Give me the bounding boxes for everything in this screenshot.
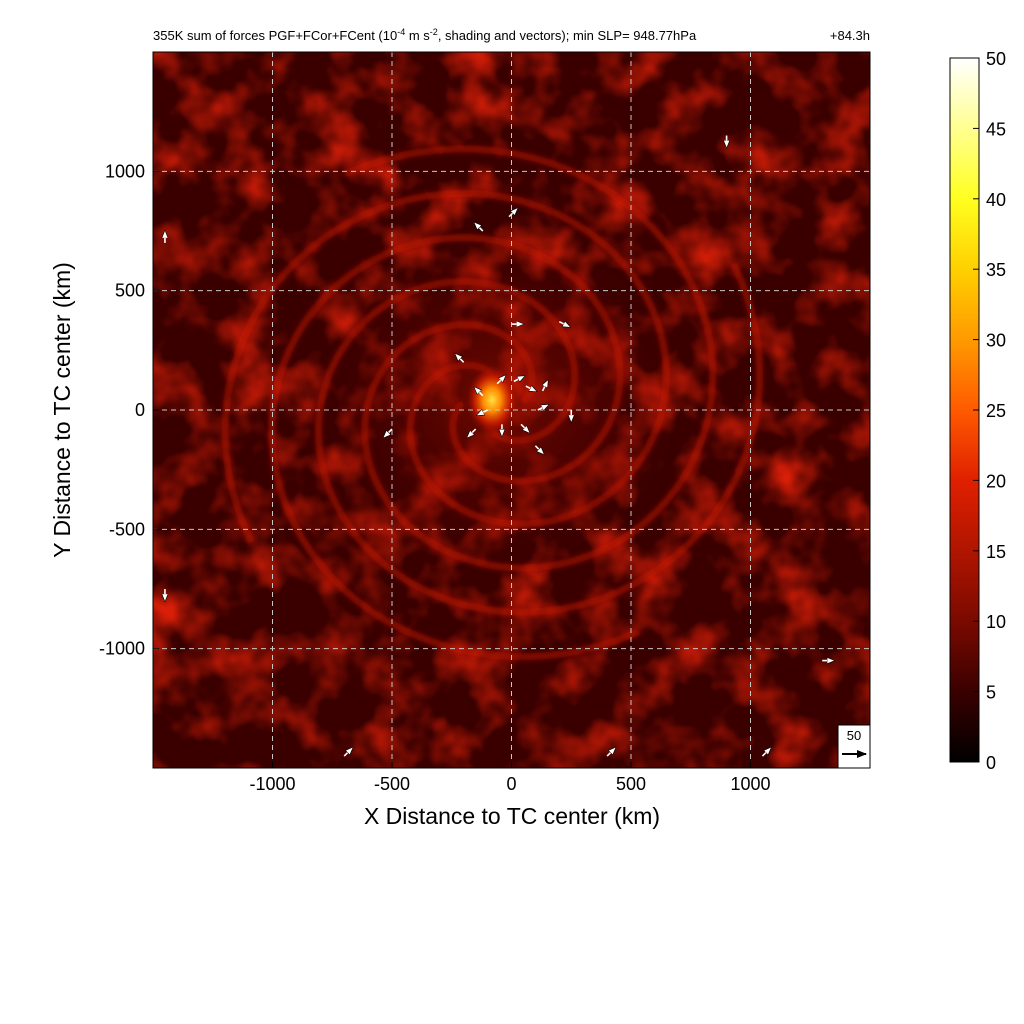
force-vector — [343, 748, 352, 757]
chart-title: 355K sum of forces PGF+FCor+FCent (10-4 … — [153, 27, 697, 43]
x-axis-label: X Distance to TC center (km) — [364, 803, 660, 829]
spiral-band — [314, 262, 764, 616]
y-tick-label: 0 — [135, 400, 145, 420]
force-vector — [525, 386, 537, 391]
grid-lines — [153, 52, 870, 768]
force-vector — [558, 322, 570, 327]
colorbar-tick-label: 20 — [986, 471, 1006, 491]
x-tick-label: 1000 — [730, 774, 770, 794]
spiral-band — [268, 234, 641, 661]
chart-time-label: +84.3h — [830, 28, 870, 43]
y-tick-label: -500 — [109, 519, 145, 539]
force-vector — [761, 748, 770, 757]
spiral-band — [221, 189, 670, 544]
x-tick-label: 0 — [506, 774, 516, 794]
force-vector — [477, 410, 488, 415]
force-vector — [455, 354, 465, 363]
force-vectors — [165, 135, 834, 757]
colorbar-tick-label: 30 — [986, 331, 1006, 351]
force-vector — [474, 223, 484, 232]
storm-core — [466, 366, 518, 434]
force-vector — [543, 380, 548, 392]
colorbar-tick-label: 10 — [986, 612, 1006, 632]
colorbar-tick-label: 50 — [986, 49, 1006, 69]
force-vector — [606, 748, 615, 757]
force-vector — [534, 445, 543, 454]
y-tick-label: -1000 — [99, 639, 145, 659]
colorbar-tick-label: 35 — [986, 260, 1006, 280]
colorbar-tick-label: 0 — [986, 753, 996, 773]
spiral-bands — [221, 145, 764, 661]
heatmap-plot-area — [153, 52, 870, 768]
force-vector — [496, 375, 505, 385]
y-tick-label: 500 — [115, 281, 145, 301]
y-axis-label: Y Distance to TC center (km) — [49, 262, 75, 558]
force-vector — [467, 428, 477, 437]
force-vector — [520, 423, 529, 432]
x-tick-label: 500 — [616, 774, 646, 794]
colorbar: 0 5 10 15 20 25 30 35 40 45 50 — [949, 49, 1006, 773]
colorbar-tick-label: 15 — [986, 542, 1006, 562]
force-vector — [537, 405, 549, 410]
colorbar-tick-label: 45 — [986, 119, 1006, 139]
force-vector — [513, 376, 525, 381]
colorbar-ticks: 0 5 10 15 20 25 30 35 40 45 50 — [973, 49, 1006, 773]
force-vector — [384, 428, 393, 437]
reference-vector-label: 50 — [847, 728, 861, 743]
x-tick-label: -1000 — [249, 774, 295, 794]
colorbar-tick-label: 40 — [986, 190, 1006, 210]
y-tick-label: 1000 — [105, 161, 145, 181]
reference-vector-box: 50 — [837, 724, 871, 769]
x-tick-label: -500 — [374, 774, 410, 794]
colorbar-tick-label: 5 — [986, 683, 996, 703]
colorbar-tick-label: 25 — [986, 401, 1006, 421]
x-axis-ticks: -1000 -500 0 500 1000 — [249, 762, 771, 794]
force-vector — [474, 387, 484, 397]
y-axis-ticks: -1000 -500 0 500 1000 — [99, 161, 159, 659]
spiral-band — [344, 145, 717, 572]
force-vector — [508, 208, 517, 218]
